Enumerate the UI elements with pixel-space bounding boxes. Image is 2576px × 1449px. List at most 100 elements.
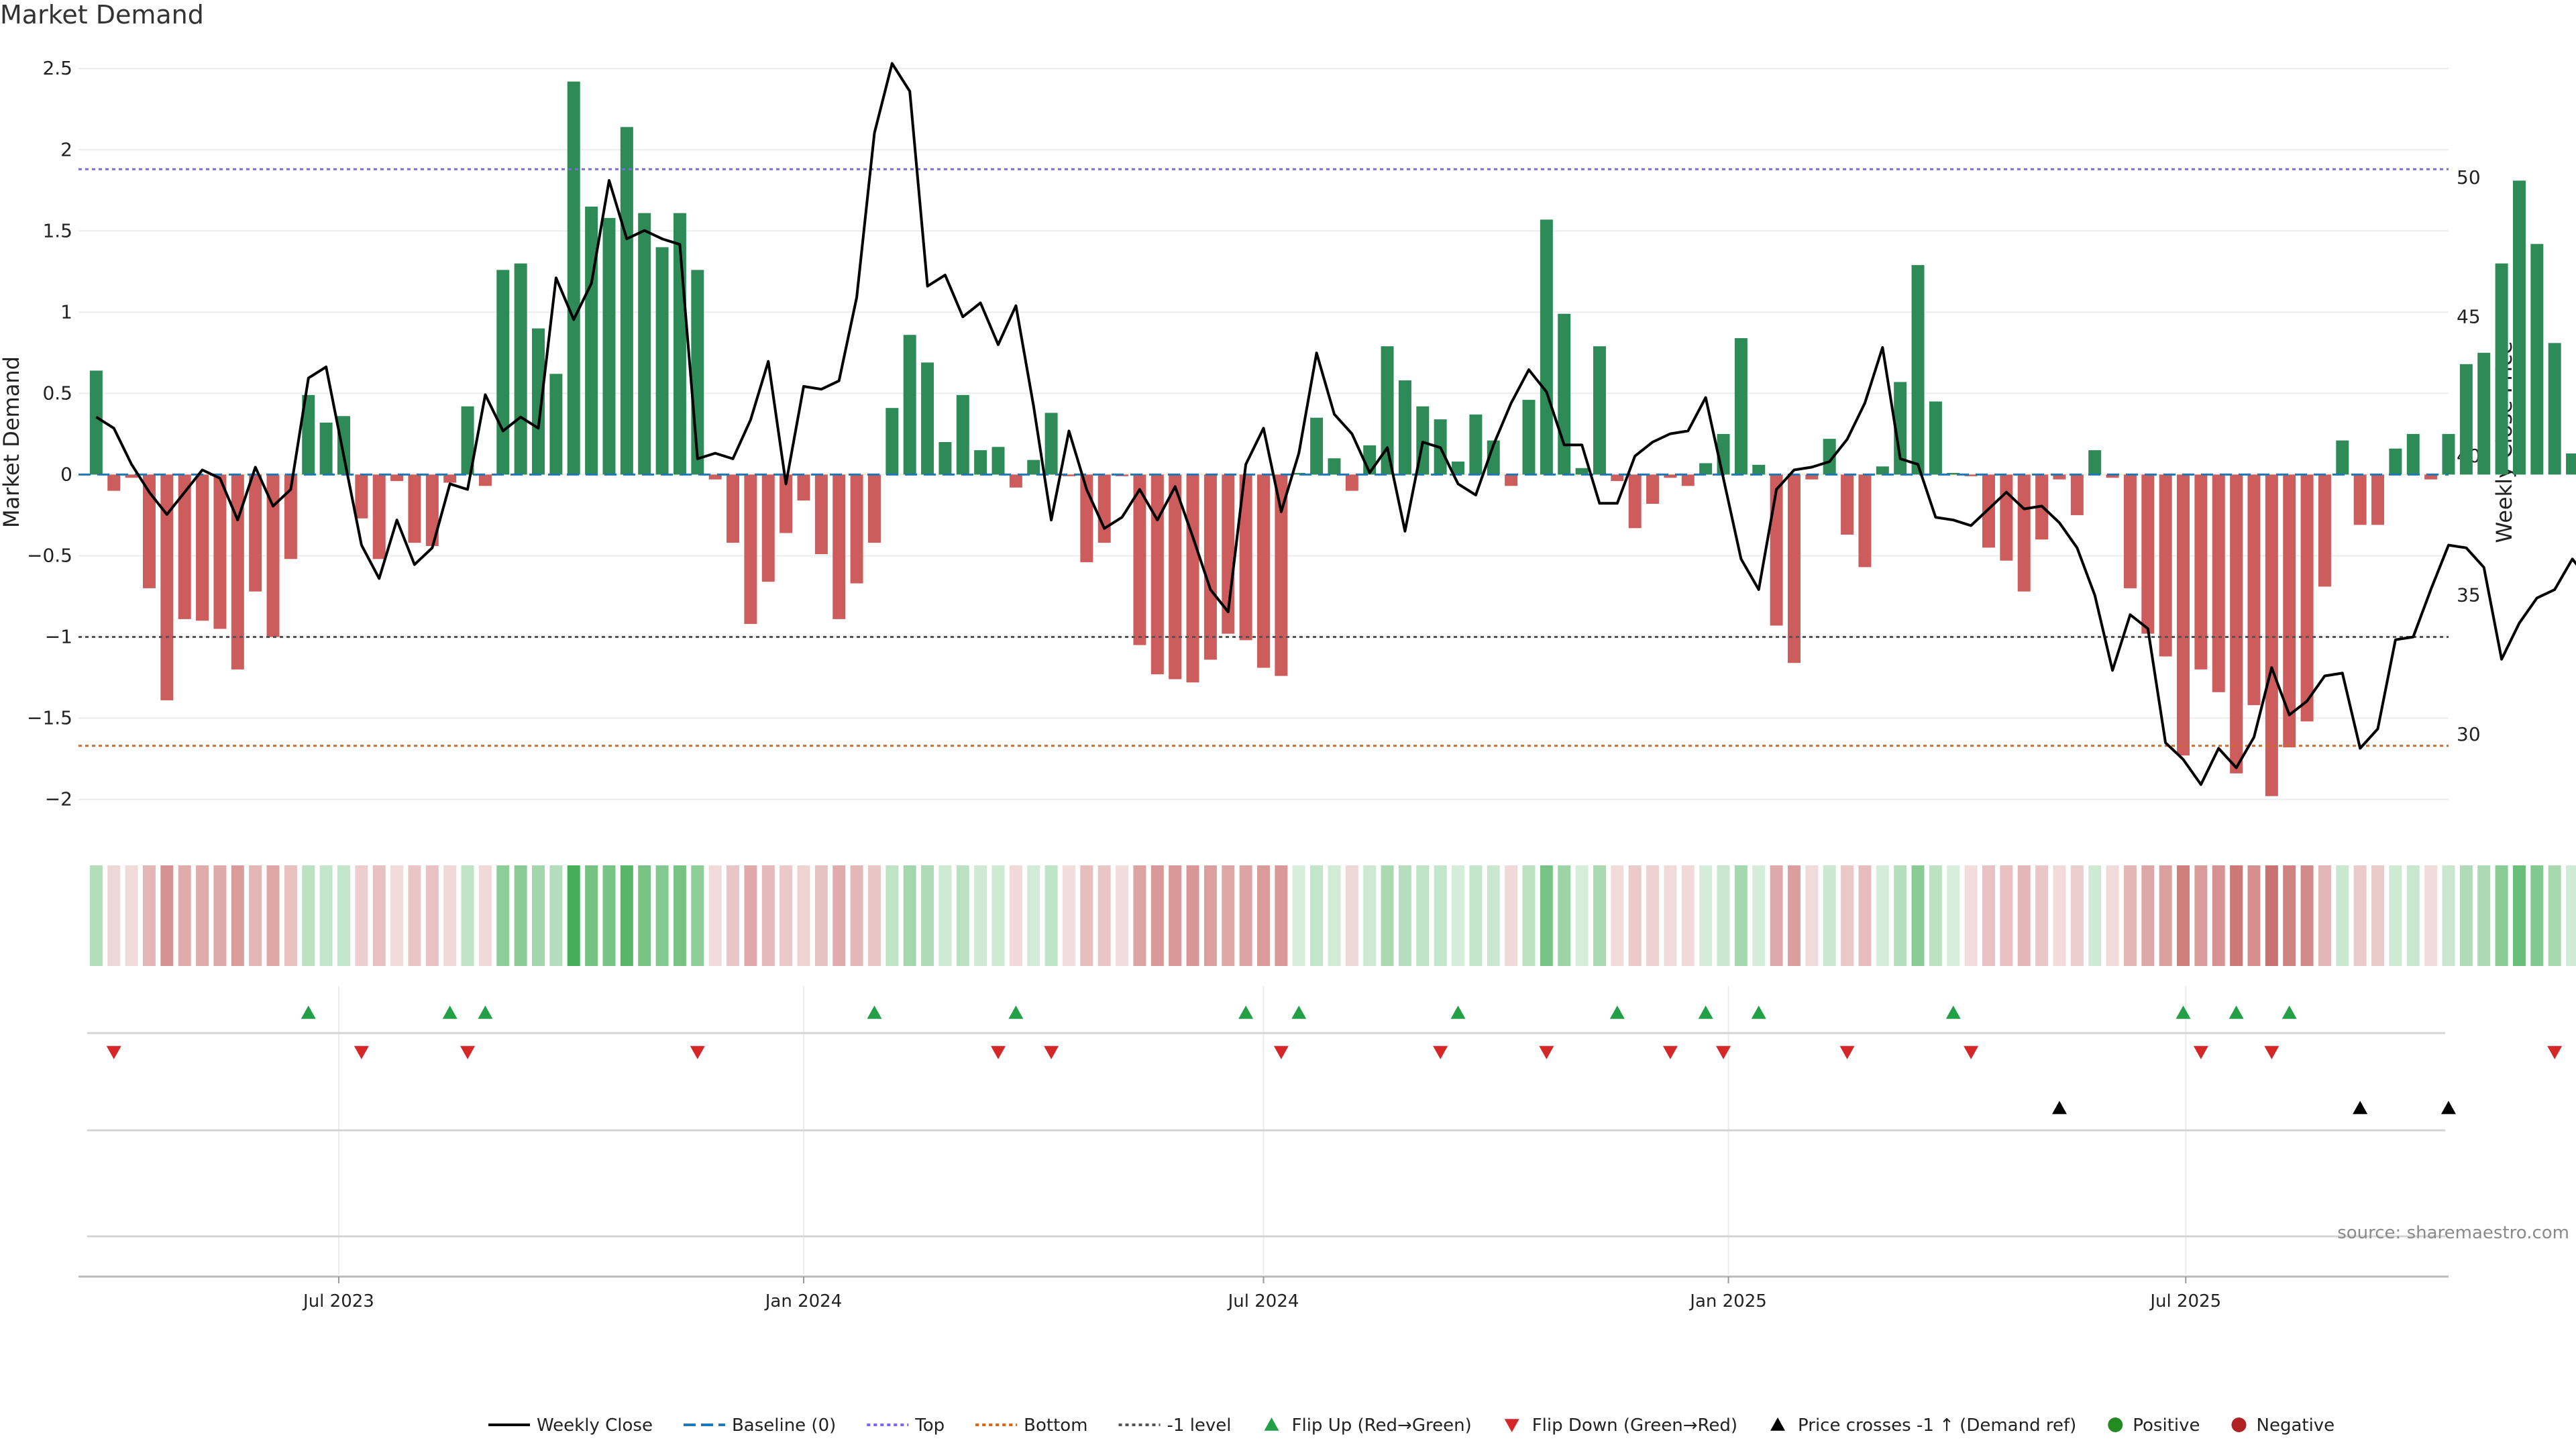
heat-cell [2247,865,2261,966]
heat-cell [1133,865,1146,966]
flip-down-marker [106,1046,121,1059]
demand-bar [1505,474,1518,486]
heat-cell [2530,865,2544,966]
demand-bar [1203,474,1217,660]
demand-bar [2053,474,2066,480]
heat-cell [1186,865,1199,966]
demand-bar [780,474,793,533]
heat-cell [2318,865,2331,966]
heat-cell [1044,865,1058,966]
weekly-close-line [95,62,2576,786]
flip-down-marker [1662,1046,1678,1059]
demand-bar [727,474,740,543]
demand-bar [744,474,757,625]
demand-bar [355,474,368,519]
heat-cell [2053,865,2066,966]
demand-bar [1275,474,1288,676]
demand-bar [1947,472,1960,475]
heat-cell [2371,865,2385,966]
heat-cell [797,865,810,966]
y-tick-label: 0 [60,463,72,485]
demand-bar [956,394,969,475]
y2-tick-label: 45 [2457,305,2481,327]
demand-bar [2070,474,2084,515]
demand-bar [1787,474,1801,663]
demand-bar [797,474,810,501]
demand-bar [2495,263,2508,475]
heat-cell [107,865,121,966]
y-tick-label: −1.5 [27,707,72,729]
demand-bar [302,394,315,475]
y2-tick-label: 50 [2457,166,2481,189]
demand-bar [213,474,227,629]
heat-cell [319,865,333,966]
flip-down-marker [1539,1046,1554,1059]
y-tick-label: 2 [60,138,72,160]
x-tick-label: Jul 2025 [2149,1291,2221,1311]
demand-bar [266,474,280,637]
demand-bar [2017,474,2031,592]
heat-cell [1275,865,1288,966]
heat-cell [1558,865,1571,966]
heat-cell [1416,865,1430,966]
flip-down-marker [1273,1046,1289,1059]
heat-cell [2141,865,2155,966]
demand-bar [655,247,669,475]
y2-tick-label: 30 [2457,723,2481,745]
demand-bar [2459,364,2473,475]
y-tick-label: −2 [45,788,72,810]
heat-cell [1522,865,1536,966]
demand-bar [160,474,174,700]
demand-bar [319,422,333,475]
demand-bar [567,81,580,475]
cross-up-marker [2051,1101,2067,1114]
demand-bar [1734,338,1748,475]
demand-bar [284,474,297,559]
demand-bar [549,374,563,475]
heat-cell [266,865,280,966]
demand-bar [2406,433,2420,475]
demand-bar [178,474,191,619]
heat-cell [2230,865,2243,966]
heat-cell [2070,865,2084,966]
demand-bar [974,450,987,475]
flip-down-marker [460,1046,476,1059]
heat-cell [2212,865,2225,966]
flip-down-marker [991,1046,1006,1059]
demand-bar [1558,313,1571,475]
demand-bar [2177,474,2190,756]
demand-bar [1841,474,1854,535]
heat-cell [2000,865,2013,966]
flip-down-marker [1433,1046,1448,1059]
demand-bar [1292,472,1305,475]
demand-bar [638,213,651,475]
heat-cell [2353,865,2367,966]
demand-bar [196,474,209,621]
demand-bar [903,335,916,475]
flip-up-marker [1945,1006,1961,1019]
flip-up-marker [442,1006,458,1019]
y-axis-label: Market Demand [0,356,24,528]
demand-bar [2389,448,2402,475]
heat-cell [1699,865,1713,966]
heat-cell [549,865,563,966]
demand-bar [761,474,775,582]
demand-bar [814,474,828,555]
heat-cell [1080,865,1093,966]
heat-cell [956,865,969,966]
flip-up-marker [867,1006,882,1019]
x-tick-label: Jul 2024 [1227,1291,1299,1311]
demand-bar [1186,474,1199,683]
demand-bar [408,474,421,543]
legend-label-flip_down: Flip Down (Green→Red) [1532,1415,1737,1436]
heat-cell [1116,865,1129,966]
flip-down-marker [2264,1046,2279,1059]
demand-bar [602,217,616,475]
heat-cell [1982,865,1995,966]
heat-cell [178,865,191,966]
heat-cell [1611,865,1624,966]
y2-tick-label: 35 [2457,584,2481,606]
heat-cell [1239,865,1252,966]
